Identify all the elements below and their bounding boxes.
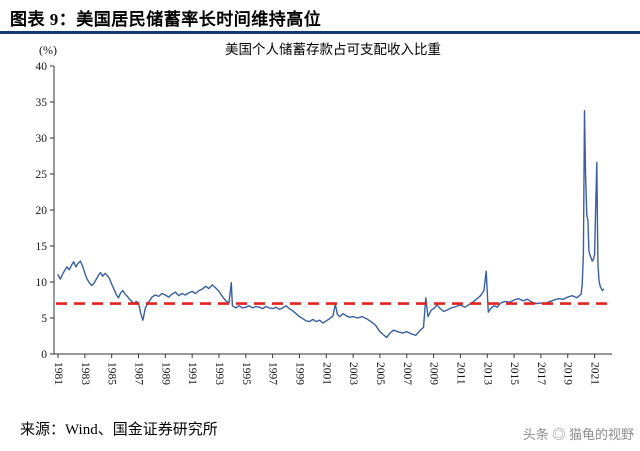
y-tick-label: 0 <box>41 349 47 361</box>
x-tick-label: 2009 <box>428 362 440 385</box>
x-tick-label: 2013 <box>481 362 493 385</box>
x-tick-label: 1989 <box>159 362 171 385</box>
y-tick-label: 10 <box>36 277 48 289</box>
x-tick-label: 2007 <box>401 362 413 385</box>
x-tick-label: 2017 <box>535 362 547 385</box>
x-tick-label: 2011 <box>454 362 466 385</box>
watermark: 头条 ◎ 猫龟的视野 <box>522 427 634 442</box>
chart-caption: 图表 9：美国居民储蓄率长时间维持高位 <box>10 10 322 29</box>
x-tick-label: 2021 <box>589 362 601 385</box>
x-tick-label: 2003 <box>347 362 359 385</box>
x-tick-label: 2015 <box>508 362 520 385</box>
source-note: 来源：Wind、国金证券研究所 <box>20 422 218 438</box>
x-tick-label: 2005 <box>374 362 386 385</box>
y-axis-unit-label: (%) <box>39 43 57 57</box>
x-tick-label: 1983 <box>79 362 91 385</box>
y-tick-label: 20 <box>36 205 48 217</box>
x-tick-label: 2001 <box>320 362 332 385</box>
x-tick-label: 1991 <box>186 362 198 385</box>
y-tick-label: 40 <box>36 61 48 73</box>
x-tick-label: 1981 <box>52 362 64 385</box>
x-tick-label: 1999 <box>293 362 305 385</box>
x-tick-label: 1987 <box>133 362 145 385</box>
x-tick-label: 2019 <box>562 362 574 385</box>
y-tick-label: 15 <box>36 241 48 253</box>
header-divider <box>0 31 640 34</box>
x-tick-label: 1997 <box>267 362 279 385</box>
chart-canvas: 美国个人储蓄存款占可支配收入比重 (%) 0 5 10 15 20 25 30 35 40 198… <box>36 42 612 385</box>
y-tick-label: 5 <box>41 313 47 325</box>
chart-title: 美国个人储蓄存款占可支配收入比重 <box>225 42 441 57</box>
y-tick-label: 25 <box>36 169 48 181</box>
y-tick-label: 35 <box>36 97 48 109</box>
x-tick-label: 1995 <box>240 362 252 385</box>
x-tick-label: 1985 <box>106 362 118 385</box>
x-tick-label: 1993 <box>213 362 225 385</box>
y-tick-label: 30 <box>36 133 48 145</box>
savings-rate-chart: 美国个人储蓄存款占可支配收入比重 (%) 0 5 10 15 20 25 30 35 40 198… <box>16 38 624 410</box>
